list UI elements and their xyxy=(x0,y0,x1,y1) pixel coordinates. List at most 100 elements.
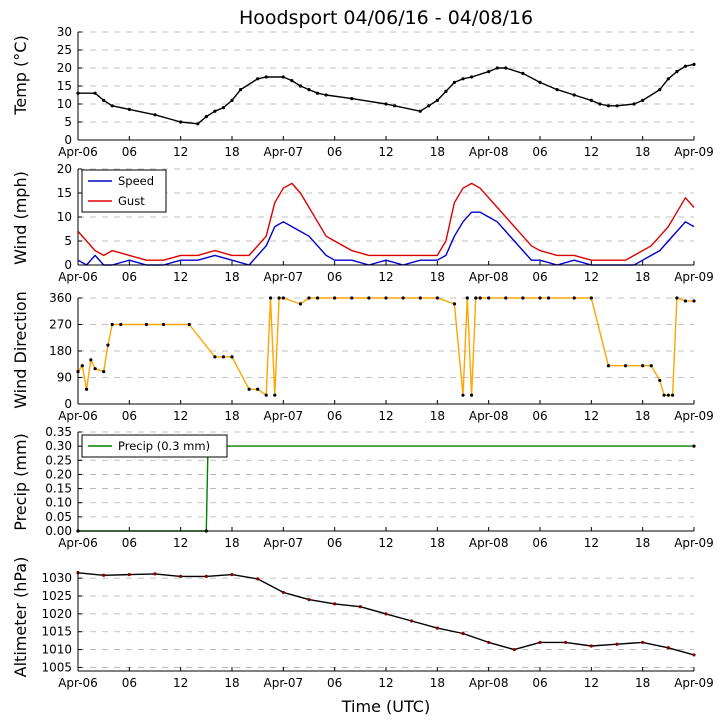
x-tick-label: Apr-06 xyxy=(58,409,98,423)
data-point xyxy=(333,296,337,300)
data-point xyxy=(666,77,670,81)
x-tick-label: 06 xyxy=(327,145,342,159)
data-point xyxy=(521,71,525,75)
y-tick-label: 270 xyxy=(49,318,72,332)
x-tick-label: 12 xyxy=(378,409,393,423)
data-point xyxy=(80,364,84,368)
y-axis-label: Wind (mph) xyxy=(11,171,30,265)
data-point xyxy=(683,64,688,68)
series-line-2-1 xyxy=(77,211,695,266)
data-point xyxy=(572,93,576,97)
data-point xyxy=(504,296,508,300)
data-point xyxy=(298,302,303,306)
panel-1: 0 5 10 15 20 25 30 Apr-06 06 12 18 Apr-07 06 12 18 Apr-… xyxy=(11,25,714,159)
x-tick-label: 18 xyxy=(430,676,445,690)
data-point xyxy=(110,104,114,108)
data-point xyxy=(461,77,465,81)
data-point xyxy=(153,572,157,576)
x-axis-label: Time (UTC) xyxy=(341,697,430,716)
data-point xyxy=(153,113,157,117)
x-tick-label: Apr-08 xyxy=(469,409,509,423)
data-point xyxy=(187,322,191,327)
x-tick-label: Apr-07 xyxy=(264,270,304,284)
data-point xyxy=(367,296,371,300)
panel-2: 0 5 10 15 20 Apr-06 06 12 18 Apr-07 06 12 18 Apr-08 06… xyxy=(11,162,714,284)
data-point xyxy=(102,370,106,374)
x-tick-label: 06 xyxy=(122,409,137,423)
data-point xyxy=(179,120,183,124)
x-tick-label: 12 xyxy=(173,536,188,550)
data-point xyxy=(662,393,666,397)
data-point xyxy=(675,70,679,74)
data-point xyxy=(615,642,619,646)
legend-label: Speed xyxy=(118,174,154,188)
y-tick-label: 0.25 xyxy=(45,453,72,467)
data-point xyxy=(632,102,636,106)
data-point xyxy=(435,98,439,102)
data-point xyxy=(666,646,670,650)
x-tick-label: 06 xyxy=(122,676,137,690)
x-tick-label: 12 xyxy=(173,270,188,284)
data-point xyxy=(89,358,93,362)
data-point xyxy=(256,387,260,391)
y-tick-label: 5 xyxy=(64,234,72,248)
x-tick-label: 06 xyxy=(327,536,342,550)
x-tick-label: 12 xyxy=(378,676,393,690)
x-tick-label: 12 xyxy=(173,409,188,423)
data-point xyxy=(315,91,320,95)
data-point xyxy=(102,573,106,577)
data-point xyxy=(538,296,542,300)
data-point xyxy=(264,393,268,397)
data-point xyxy=(641,364,645,368)
data-point xyxy=(461,631,465,636)
data-point xyxy=(273,393,277,397)
data-point xyxy=(572,296,576,300)
x-tick-label: 06 xyxy=(327,270,342,284)
x-tick-label: Apr-08 xyxy=(469,145,509,159)
y-tick-label: 20 xyxy=(57,61,72,75)
data-point xyxy=(268,296,273,300)
data-point xyxy=(461,393,465,397)
x-tick-label: 06 xyxy=(532,145,547,159)
y-tick-label: 15 xyxy=(57,79,72,93)
x-tick-label: 12 xyxy=(584,270,599,284)
y-axis-label: Altimeter (hPa) xyxy=(11,557,30,678)
data-point xyxy=(161,322,166,327)
data-point xyxy=(589,98,593,102)
data-point xyxy=(230,355,234,359)
data-point xyxy=(427,104,431,108)
x-tick-label: 12 xyxy=(584,145,599,159)
data-point xyxy=(358,605,362,609)
data-point xyxy=(641,640,645,645)
y-tick-label: 10 xyxy=(57,210,72,224)
x-tick-label: 12 xyxy=(378,536,393,550)
x-tick-label: 18 xyxy=(430,536,445,550)
data-point xyxy=(465,296,469,300)
y-tick-label: 360 xyxy=(49,291,72,305)
y-tick-label: 1020 xyxy=(41,607,72,621)
y-tick-label: 0.15 xyxy=(45,482,72,496)
series-line-2-2 xyxy=(77,182,695,261)
x-tick-label: 18 xyxy=(224,409,239,423)
x-tick-label: 18 xyxy=(224,270,239,284)
data-point xyxy=(238,88,243,92)
x-tick-label: 18 xyxy=(224,676,239,690)
data-point xyxy=(127,107,131,111)
x-tick-label: 06 xyxy=(532,676,547,690)
data-point xyxy=(106,343,110,347)
data-point xyxy=(221,106,226,110)
y-axis-label: Temp (°C) xyxy=(11,35,30,115)
x-tick-label: 06 xyxy=(532,409,547,423)
data-point xyxy=(435,626,439,630)
x-tick-label: 06 xyxy=(327,409,342,423)
x-tick-label: 18 xyxy=(635,536,650,550)
y-tick-label: 0.00 xyxy=(45,524,72,538)
data-point xyxy=(230,98,234,102)
legend-label: Precip (0.3 mm) xyxy=(118,439,210,453)
data-point xyxy=(418,296,422,300)
x-tick-label: 12 xyxy=(173,676,188,690)
data-point xyxy=(598,102,602,106)
data-point xyxy=(384,612,388,616)
data-point xyxy=(401,296,405,300)
legend-box xyxy=(81,434,228,458)
